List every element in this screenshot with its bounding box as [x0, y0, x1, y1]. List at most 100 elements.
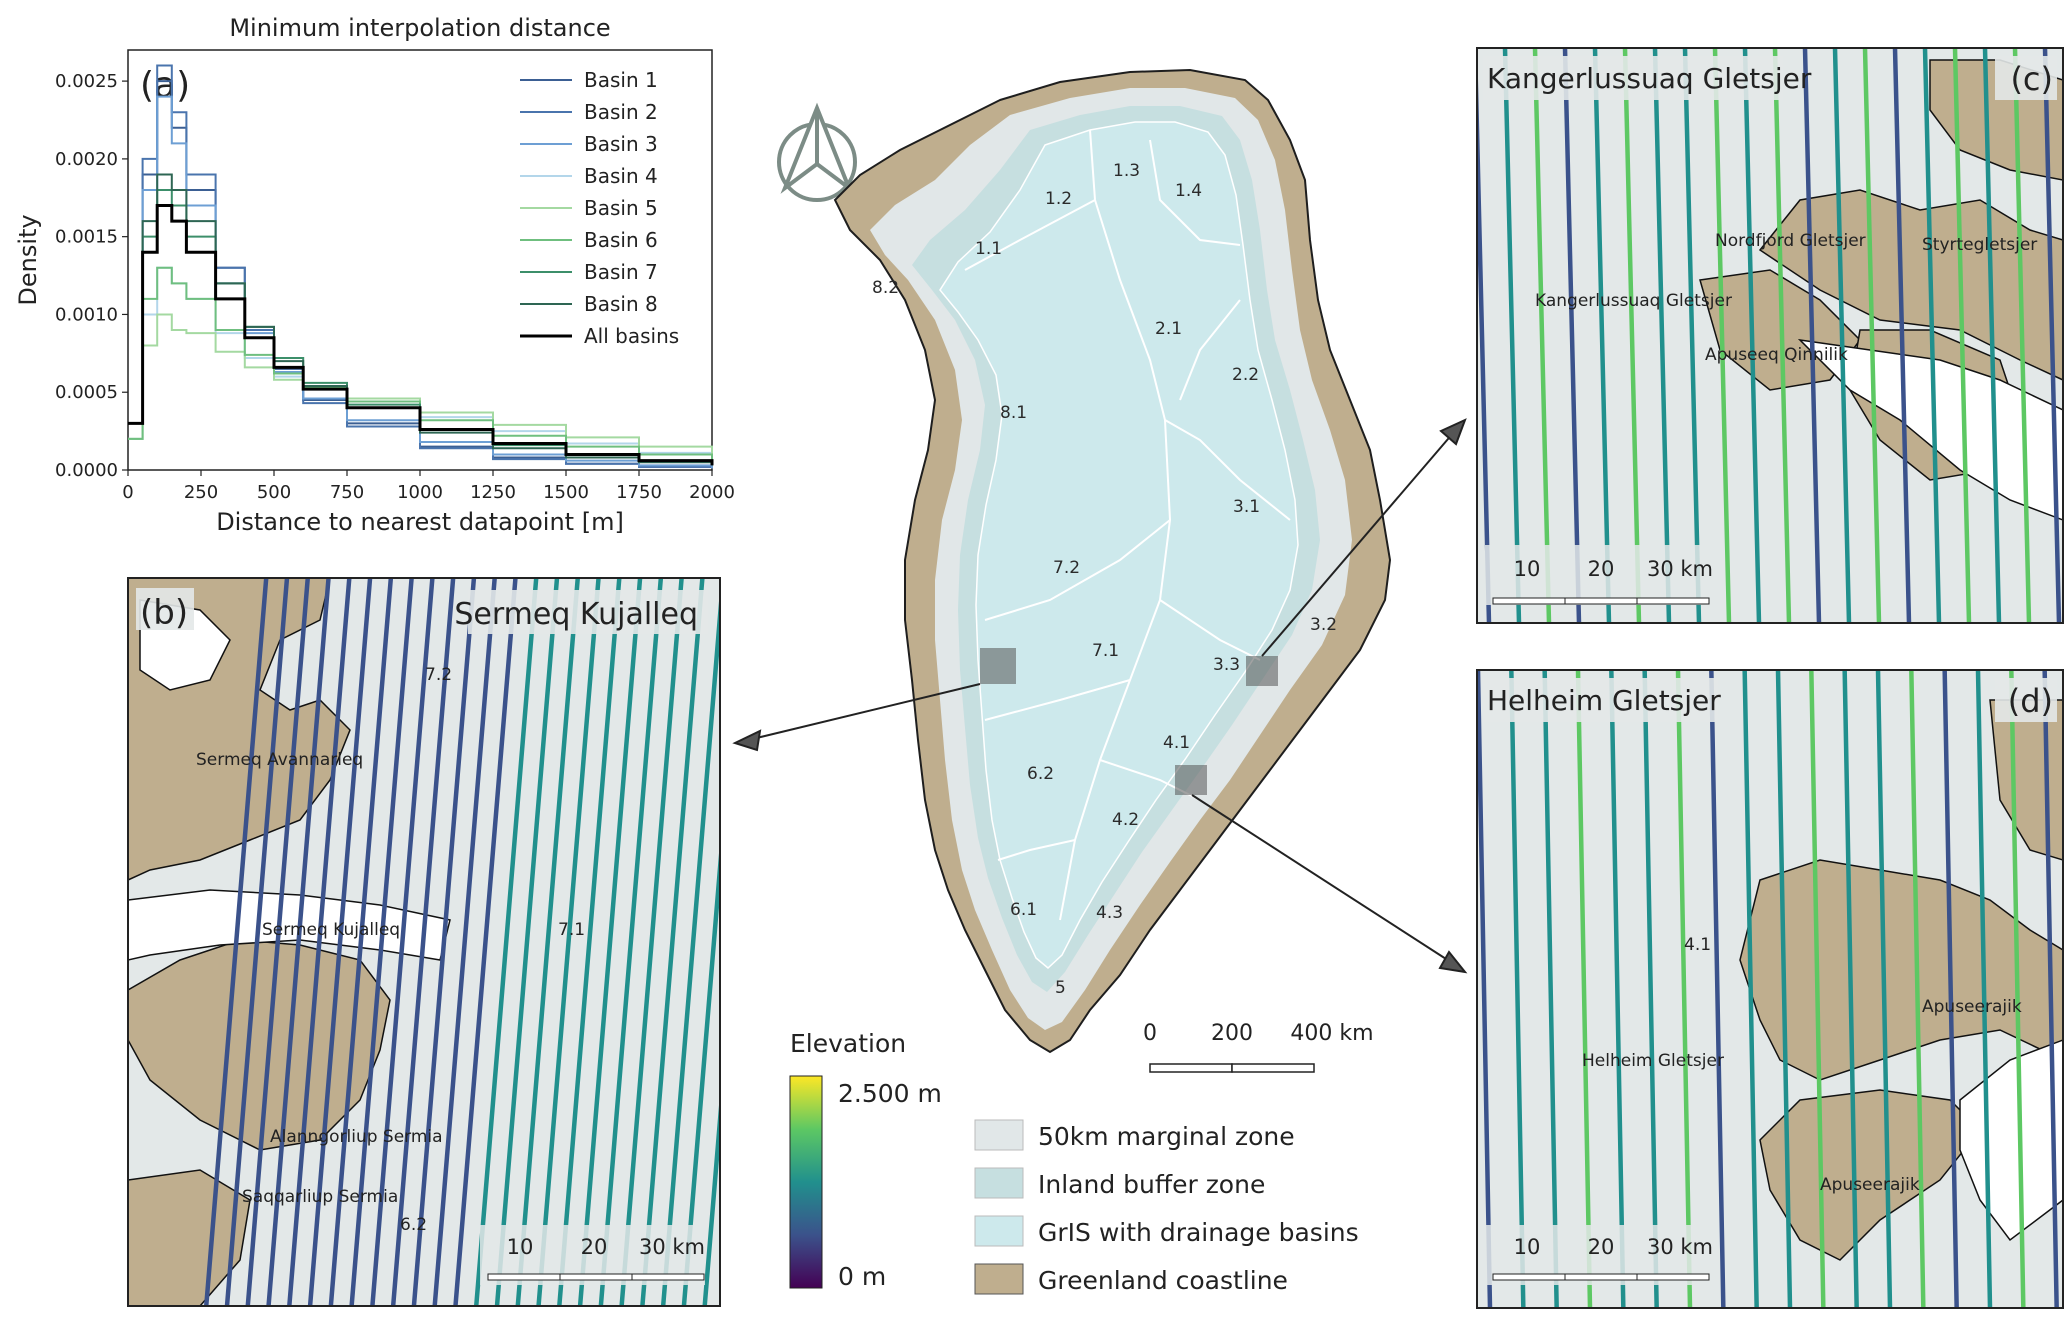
basin-label: 3.3	[1213, 655, 1240, 675]
y-axis-label: Density	[14, 214, 42, 305]
x-tick-label: 2000	[689, 482, 735, 503]
track-line	[1592, 48, 1612, 623]
inset-title-b: Sermeq Kujalleq	[454, 597, 698, 632]
track-line	[702, 1092, 720, 1306]
series-line	[128, 313, 713, 456]
greenland-map: 1.1 1.2 1.3 1.4 2.1 2.2 3.1 3.2 3.3 4.1 4.2 4.3 5 6.1…	[732, 68, 1468, 1073]
legend-label: Basin 3	[584, 132, 658, 156]
track-line	[2012, 48, 2032, 623]
place-label: 7.2	[425, 665, 452, 685]
scalebar-label: 30 km	[1647, 1235, 1713, 1259]
track-line	[203, 578, 269, 1306]
legend-label: Inland buffer zone	[1038, 1170, 1265, 1199]
legend-label: Basin 7	[584, 260, 658, 284]
track-line	[370, 578, 435, 1306]
series-line	[128, 204, 714, 466]
track-line	[1772, 48, 1792, 623]
track-line	[1502, 48, 1522, 623]
basin-label: 4.3	[1096, 903, 1123, 923]
inset-scalebar: 10 20 30 km	[1485, 545, 1713, 605]
basin-label: 1.3	[1113, 161, 1140, 181]
y-tick-label: 0.0025	[55, 71, 118, 92]
track-line	[1642, 670, 1659, 1308]
series-line	[128, 266, 713, 461]
track-line	[473, 578, 539, 1306]
y-tick-label: 0.0020	[55, 149, 118, 170]
x-axis: 0 250 500 750 1000 1250 1500 1750 2000	[122, 470, 735, 503]
legend-label: Basin 8	[584, 292, 658, 316]
track-line	[640, 578, 705, 1306]
legend-swatch	[974, 1119, 1024, 1151]
y-tick-label: 0.0015	[55, 227, 118, 248]
panel-label-d: (d)	[2008, 682, 2053, 720]
inset-title-c: Kangerlussuaq Gletsjer	[1487, 62, 1812, 95]
map-legend: 50km marginal zone Inland buffer zone Gr…	[974, 1119, 1359, 1295]
legend-label: Basin 4	[584, 164, 658, 188]
inset-frame	[127, 577, 721, 1307]
y-tick-label: 0.0000	[55, 460, 118, 481]
x-axis-label: Distance to nearest datapoint [m]	[216, 508, 624, 536]
zoom-box-b	[980, 648, 1016, 684]
inset-frame	[1476, 669, 2064, 1309]
place-label: Apuseeq Qinnilik	[1705, 345, 1848, 365]
label-bg	[1995, 678, 2057, 722]
track-line	[1975, 670, 1993, 1308]
y-tick-label: 0.0010	[55, 304, 118, 325]
x-tick-label: 750	[330, 482, 364, 503]
track-line	[1832, 48, 1852, 623]
track-line	[660, 588, 720, 1306]
track-line	[224, 578, 290, 1306]
track-line	[1952, 48, 1972, 623]
place-label: Apuseerajik	[1820, 1175, 1920, 1195]
legend-label: Basin 1	[584, 68, 658, 92]
track-line	[1775, 670, 1793, 1308]
elevation-colorbar: Elevation 2.500 m 0 m	[789, 1029, 942, 1291]
panel-label-b: (b)	[140, 593, 188, 633]
track-line	[515, 578, 581, 1306]
inset-map-b: (b) Sermeq Kujalleq Sermeq Avannarleq Se…	[127, 577, 785, 1307]
track-line	[1652, 48, 1672, 623]
panel-label-c: (c)	[2010, 60, 2053, 98]
basin-label: 7.2	[1053, 558, 1080, 578]
track-line	[1682, 48, 1702, 623]
scalebar-label: 10	[507, 1235, 534, 1259]
x-tick-label: 1250	[470, 482, 516, 503]
track-line	[349, 578, 414, 1306]
basin-label: 6.2	[1027, 764, 1054, 784]
track-line	[266, 578, 331, 1306]
scalebar-label: 10	[1514, 1235, 1541, 1259]
place-label: Saqqarliup Sermia	[242, 1187, 398, 1207]
place-label: Helheim Gletsjer	[1582, 1051, 1724, 1071]
track-line	[577, 578, 643, 1306]
track-line	[1562, 48, 1582, 623]
track-line	[1922, 48, 1942, 623]
x-tick-label: 0	[122, 482, 133, 503]
basin-label: 3.1	[1233, 497, 1260, 517]
track-line	[1842, 670, 1859, 1308]
colorbar-gradient	[789, 1075, 823, 1289]
track-line	[1809, 670, 1826, 1308]
legend-label: All basins	[584, 324, 679, 348]
track-line	[2042, 670, 2059, 1308]
place-label: Sermeq Kujalleq	[262, 920, 400, 940]
scalebar-label: 0	[1143, 1021, 1157, 1046]
scalebar-label: 200	[1211, 1021, 1253, 1046]
track-line	[1742, 670, 1759, 1308]
track-line	[390, 578, 456, 1306]
place-label: Sermeq Avannarleq	[196, 750, 363, 770]
track-line	[432, 578, 497, 1306]
inset-scalebar: 10 20 30 km	[480, 1225, 705, 1285]
label-bg	[1995, 56, 2057, 100]
track-line	[725, 578, 785, 1306]
track-line	[328, 578, 394, 1306]
x-tick-label: 1000	[397, 482, 443, 503]
track-line	[1509, 670, 1526, 1308]
inset-title-d: Helheim Gletsjer	[1487, 684, 1721, 717]
track-line	[2009, 670, 2026, 1308]
legend-swatch	[974, 1215, 1024, 1247]
basin-label: 7.1	[1092, 641, 1119, 661]
gris-ice-sheet	[939, 121, 1299, 969]
track-line	[2042, 48, 2062, 623]
track-line	[598, 578, 664, 1306]
track-line	[1542, 670, 1559, 1308]
